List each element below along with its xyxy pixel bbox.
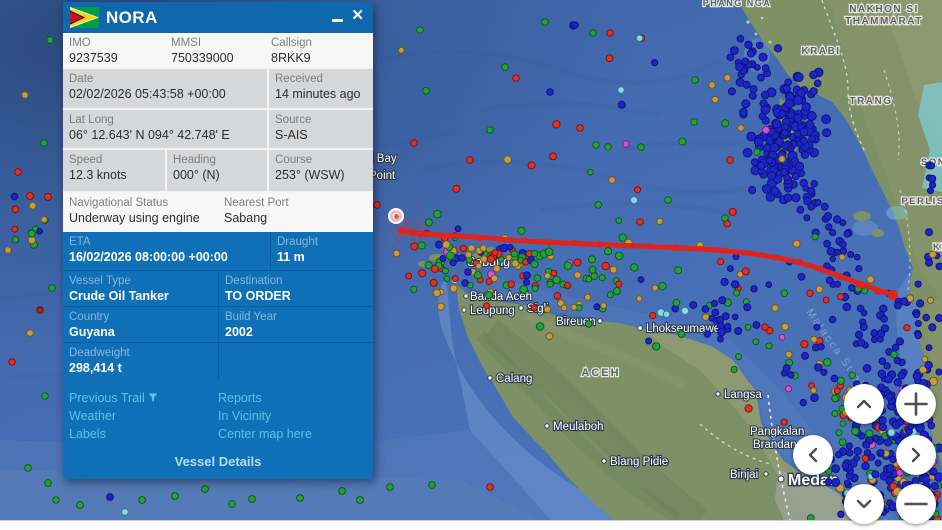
- svg-text:Lhokseumawe: Lhokseumawe: [646, 323, 720, 335]
- svg-text:NAKHON SI: NAKHON SI: [849, 4, 919, 15]
- svg-text:ACEH: ACEH: [581, 367, 620, 379]
- svg-text:Medan: Medan: [788, 472, 839, 489]
- svg-text:Langsa: Langsa: [724, 389, 762, 401]
- svg-text:KRABI: KRABI: [801, 46, 840, 57]
- svg-text:TRANG: TRANG: [849, 96, 892, 107]
- svg-text:PERLIS: PERLIS: [901, 196, 942, 207]
- svg-text:Brandan: Brandan: [753, 439, 796, 451]
- svg-text:Pangkalan: Pangkalan: [750, 426, 804, 438]
- svg-text:Point: Point: [369, 170, 396, 182]
- svg-text:Leupung: Leupung: [470, 305, 515, 317]
- svg-text:Binjai: Binjai: [730, 469, 758, 481]
- svg-text:PHANG NGA: PHANG NGA: [703, 0, 772, 8]
- svg-text:Blang Pidie: Blang Pidie: [610, 456, 668, 468]
- svg-text:Calang: Calang: [496, 373, 532, 385]
- svg-text:Meulaboh: Meulaboh: [553, 421, 604, 433]
- svg-text:KEDAH: KEDAH: [933, 242, 942, 253]
- svg-text:THAMMARAT: THAMMARAT: [845, 16, 923, 27]
